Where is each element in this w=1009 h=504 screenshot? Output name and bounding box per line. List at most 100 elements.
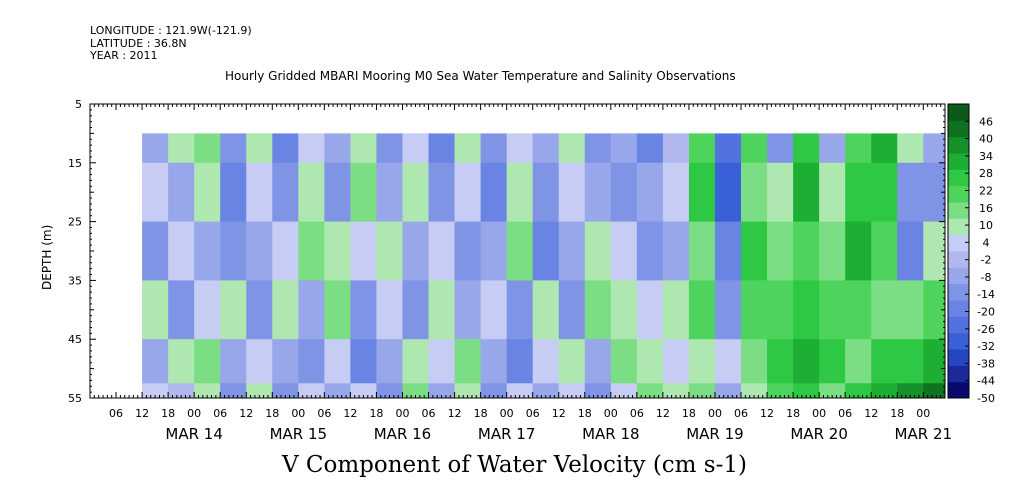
heatmap-cell — [142, 280, 169, 340]
heatmap-cell — [897, 133, 924, 164]
heatmap-cell — [272, 339, 299, 384]
heatmap-cell — [480, 133, 508, 164]
heatmap-cell — [532, 221, 560, 281]
heatmap-cell — [610, 133, 638, 164]
heatmap-cell — [793, 383, 820, 398]
heatmap-cell — [376, 280, 403, 340]
heatmap-cell — [662, 221, 690, 281]
heatmap-cell — [767, 162, 794, 223]
y-tick-label: 5 — [75, 98, 82, 111]
heatmap-cell — [220, 221, 247, 281]
heatmap-cell — [819, 162, 846, 223]
heatmap-cell — [246, 280, 273, 340]
heatmap-cell — [402, 339, 430, 384]
heatmap-cell — [897, 383, 924, 398]
heatmap-cell — [168, 162, 195, 223]
x-tick-label: 12 — [552, 407, 566, 420]
x-tick-label: 06 — [109, 407, 123, 420]
colorbar-tick-label: 46 — [979, 115, 993, 128]
heatmap-cell — [168, 221, 195, 281]
colorbar-swatch — [948, 202, 969, 219]
heatmap-cell — [897, 221, 924, 281]
x-tick-label: 18 — [890, 407, 904, 420]
colorbar-swatch — [948, 332, 969, 350]
colorbar-tick-label: 28 — [979, 167, 993, 180]
heatmap-cell — [220, 280, 247, 340]
x-tick-label: 12 — [448, 407, 462, 420]
heatmap-cell — [610, 162, 638, 223]
heatmap-cell — [819, 133, 846, 164]
x-tick-label: 18 — [265, 407, 279, 420]
colorbar-swatch — [948, 316, 969, 334]
heatmap-cell — [714, 162, 742, 223]
heatmap-cell — [324, 339, 351, 384]
x-date-label: MAR 21 — [895, 425, 952, 443]
x-tick-label: 00 — [500, 407, 514, 420]
y-tick-label: 55 — [68, 392, 82, 405]
heatmap-cell — [897, 162, 924, 223]
heatmap-cell — [298, 383, 325, 398]
heatmap-cell — [168, 133, 195, 164]
heatmap-cell — [324, 162, 351, 223]
heatmap-cell — [454, 162, 482, 223]
heatmap-cell — [636, 162, 664, 223]
heatmap-cell — [454, 221, 482, 281]
heatmap-cell — [767, 280, 794, 340]
y-tick-label: 15 — [68, 157, 82, 170]
x-tick-label: 18 — [682, 407, 696, 420]
heatmap-cell — [168, 383, 195, 398]
year-label: YEAR : 2011 — [90, 49, 158, 62]
heatmap-cell — [350, 133, 377, 164]
heatmap-cell — [324, 280, 351, 340]
colorbar-tick-label: -26 — [977, 323, 995, 336]
x-tick-label: 06 — [422, 407, 436, 420]
heatmap-cell — [402, 162, 430, 223]
chart-title: Hourly Gridded MBARI Mooring M0 Sea Wate… — [225, 69, 736, 83]
heatmap-cell — [558, 383, 586, 398]
x-tick-label: 00 — [395, 407, 409, 420]
heatmap-cell — [688, 221, 716, 281]
x-tick-label: 12 — [135, 407, 149, 420]
heatmap-cell — [688, 133, 716, 164]
heatmap-cell — [610, 221, 638, 281]
heatmap-cell — [506, 133, 534, 164]
heatmap-cell — [767, 383, 794, 398]
heatmap-cell — [376, 339, 403, 384]
heatmap-cell — [142, 339, 169, 384]
heatmap-cell — [714, 133, 742, 164]
y-tick-label: 45 — [68, 333, 82, 346]
heatmap-cell — [246, 339, 273, 384]
x-date-label: MAR 20 — [790, 425, 847, 443]
heatmap-cell — [350, 339, 377, 384]
heatmap-cell — [636, 383, 664, 398]
heatmap-cell — [480, 339, 508, 384]
heatmap-cell — [220, 383, 247, 398]
x-tick-label: 00 — [916, 407, 930, 420]
x-tick-label: 00 — [187, 407, 201, 420]
heatmap-cell — [662, 280, 690, 340]
colorbar-tick-label: -2 — [981, 254, 992, 267]
heatmap-cell — [272, 221, 299, 281]
heatmap-cell — [246, 162, 273, 223]
heatmap-cell — [350, 280, 377, 340]
heatmap-cell — [584, 162, 612, 223]
heatmap-cell — [793, 133, 820, 164]
heatmap-cell — [584, 339, 612, 384]
colorbar-tick-label: -8 — [981, 271, 992, 284]
heatmap-cell — [194, 133, 221, 164]
heatmap-cell — [272, 162, 299, 223]
heatmap-cell — [636, 280, 664, 340]
colorbar-swatch — [948, 136, 969, 154]
heatmap-cell — [923, 133, 945, 164]
heatmap-cell — [871, 221, 898, 281]
x-tick-label: 12 — [239, 407, 253, 420]
heatmap-cell — [558, 339, 586, 384]
x-date-label: MAR 18 — [582, 425, 639, 443]
colorbar-swatch — [948, 218, 969, 236]
heatmap-cell — [793, 221, 820, 281]
heatmap-cell — [741, 383, 768, 398]
heatmap-cell — [688, 383, 716, 398]
heatmap-cell — [532, 280, 560, 340]
heatmap-cell — [714, 383, 742, 398]
